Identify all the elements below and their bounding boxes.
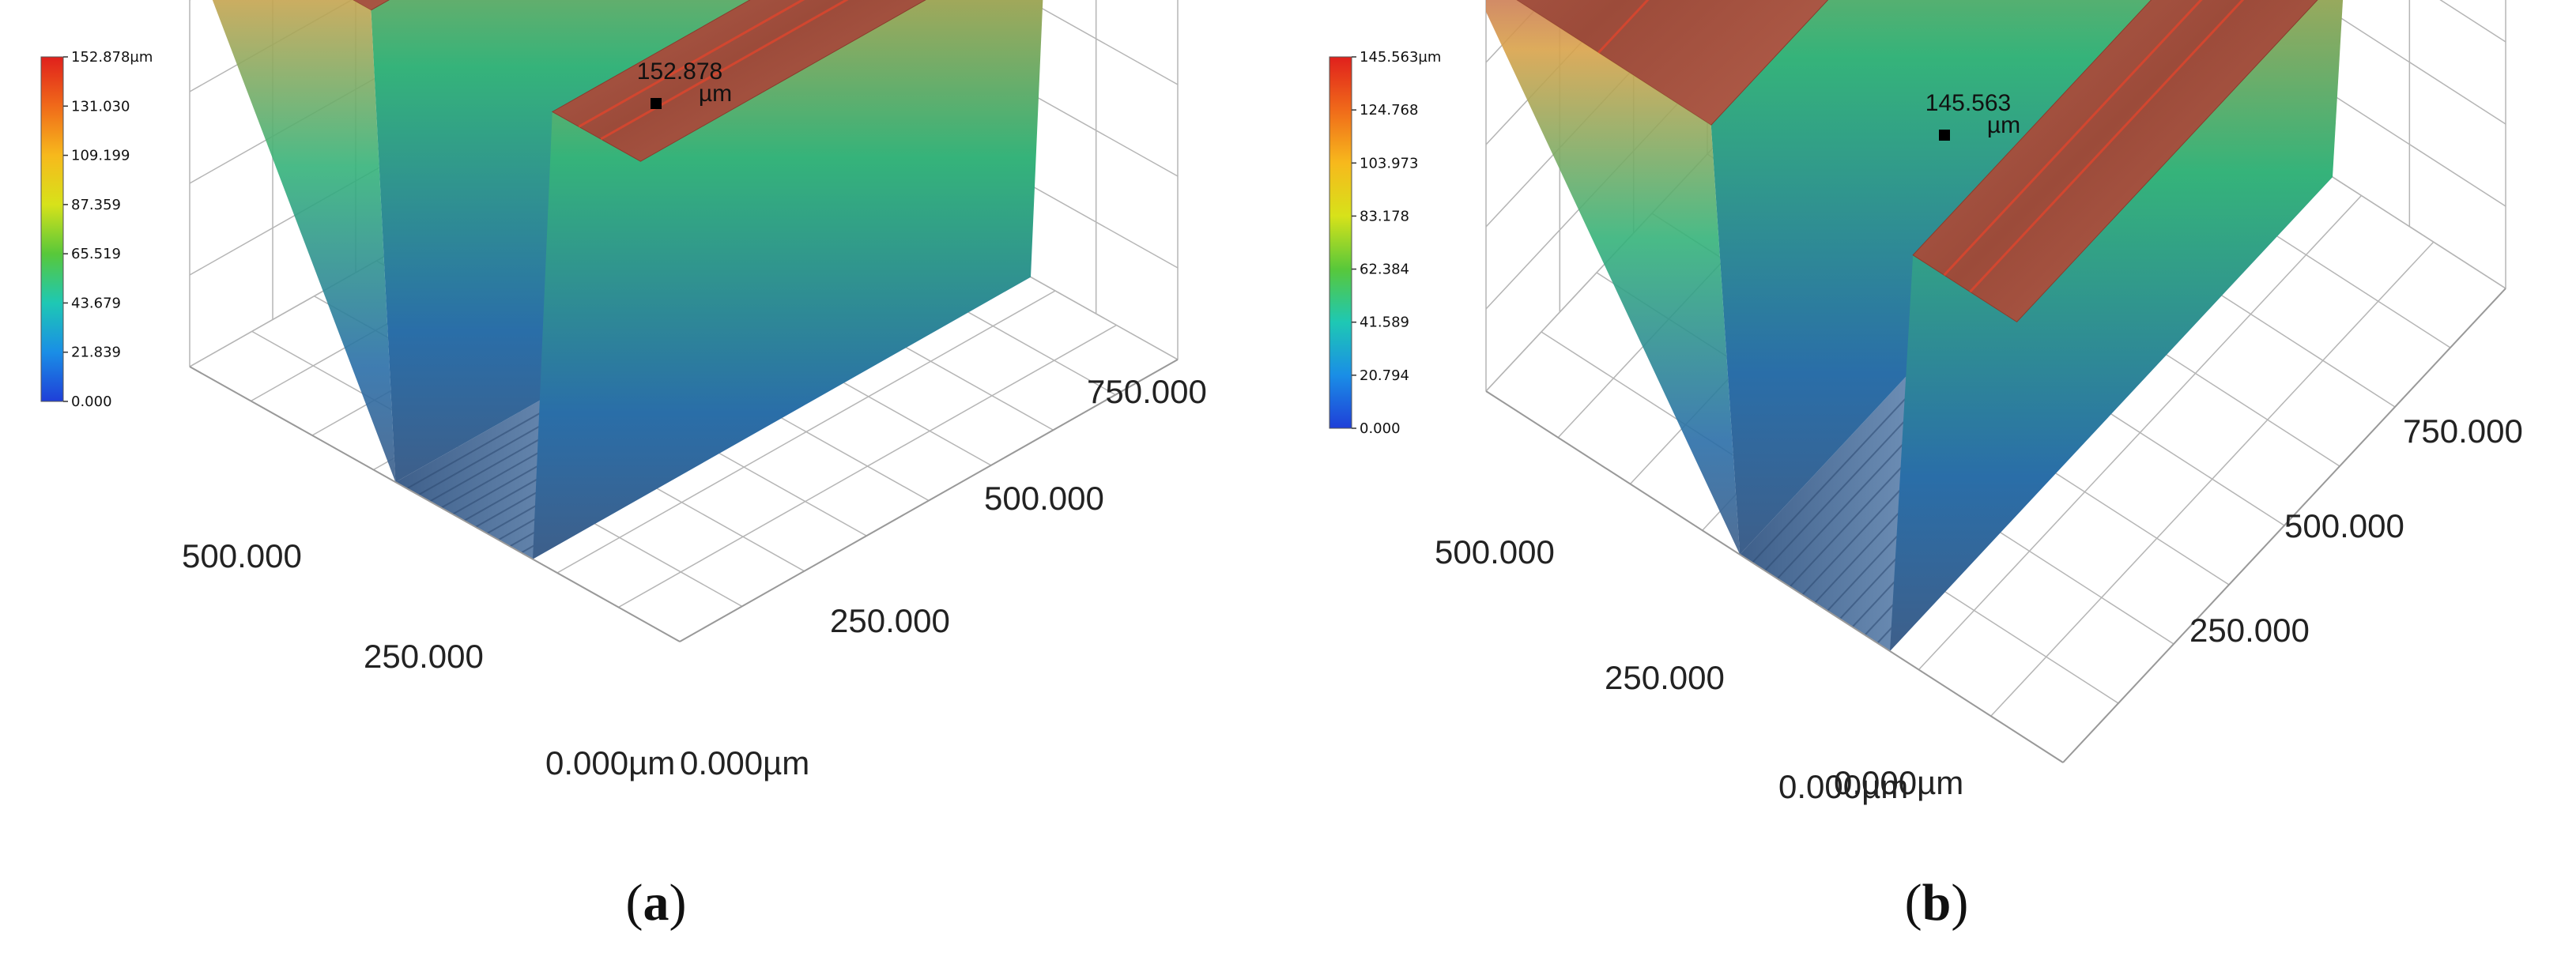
y-axis-line (2062, 288, 2506, 763)
left-front-face (212, 0, 396, 483)
colorbar-tick-label: 41.589 (1360, 314, 1409, 331)
colorbar-tick-label: 145.563µm (1360, 49, 1441, 66)
right-top-surface (551, 0, 926, 162)
surface-plot-b: 145.563µm500.000250.0000.000µm0.000µm250… (1329, 0, 2523, 805)
colorbar-tick-label: 62.384 (1360, 262, 1409, 278)
surface-ridges (1597, 0, 2245, 293)
colorbar-tick-label: 152.878µm (71, 49, 153, 66)
colorbar-tick-label: 43.679 (71, 295, 121, 311)
colorbar-tick-label: 65.519 (71, 246, 121, 262)
surface-ridges (578, 0, 849, 141)
y-tick-label: 0.000µm (680, 744, 809, 781)
y-tick-label: 500.000 (984, 480, 1104, 517)
colorbar-tick-label: 103.973 (1360, 155, 1418, 171)
y-tick-label: 250.000 (2189, 612, 2310, 649)
x-tick-label: 250.000 (1605, 659, 1725, 696)
caption-b: (b) (1904, 874, 1969, 932)
peak-marker (651, 98, 662, 109)
colorbar (40, 56, 64, 402)
colorbar-tick-label: 87.359 (71, 197, 121, 213)
peak-unit-label: µm (1987, 112, 2020, 138)
left-top-surface (1515, 0, 1829, 126)
x-tick-label: 0.000µm (545, 744, 675, 781)
x-tick-label: 250.000 (364, 638, 484, 675)
colorbar-tick-label: 21.839 (71, 345, 121, 361)
right-top-surface (1912, 0, 2318, 323)
peak-value-label: 145.563 (1925, 90, 2011, 116)
colorbar-tick-label: 131.030 (71, 98, 130, 115)
surface-plot-panel-a: 152.878 µm 500.000 250.000 0.000µm 0.000µm 250… (40, 0, 1207, 932)
surface-plot-panel-b: 145.563 µm 500.000 250.000 0.000µm 0.000µm 250… (1288, 0, 2576, 964)
x-tick-label: 0.000µm (1778, 768, 1908, 805)
ridge-line (1969, 0, 2245, 293)
colorbar-tick-label: 124.768 (1360, 102, 1418, 119)
colorbar-tick-label: 109.199 (71, 148, 130, 164)
y-tick-label: 750.000 (2403, 412, 2523, 450)
y-axis-line (679, 359, 1179, 642)
peak-value-label: 152.878 (637, 58, 722, 85)
caption-a: (a) (625, 874, 687, 932)
ridge-line (1943, 0, 2203, 277)
surface-mesh (1486, 0, 2344, 652)
left-front-face (1486, 0, 1741, 555)
colorbar-tick-label: 0.000 (1360, 420, 1401, 437)
y-tick-label: 0.000µm (1834, 764, 1963, 801)
colorbar-tick-label: 20.794 (1360, 367, 1409, 384)
y-tick-label: 500.000 (2284, 507, 2404, 544)
x-tick-label: 500.000 (182, 537, 302, 574)
surface-mesh (212, 0, 1043, 559)
ridge-line (600, 0, 849, 141)
y-tick-label: 250.000 (830, 602, 950, 639)
colorbar-tick-label: 0.000 (71, 394, 112, 410)
y-tick-label: 750.000 (1087, 373, 1207, 410)
left-top-surface (352, 0, 390, 11)
peak-marker (1939, 130, 1950, 141)
peak-unit-label: µm (699, 81, 732, 107)
x-axis-line (1485, 390, 2064, 763)
colorbar (1329, 56, 1352, 429)
x-tick-label: 500.000 (1435, 533, 1555, 570)
colorbar-tick-label: 83.178 (1360, 208, 1409, 224)
x-axis-line (189, 366, 681, 642)
ridge-line (578, 0, 805, 128)
